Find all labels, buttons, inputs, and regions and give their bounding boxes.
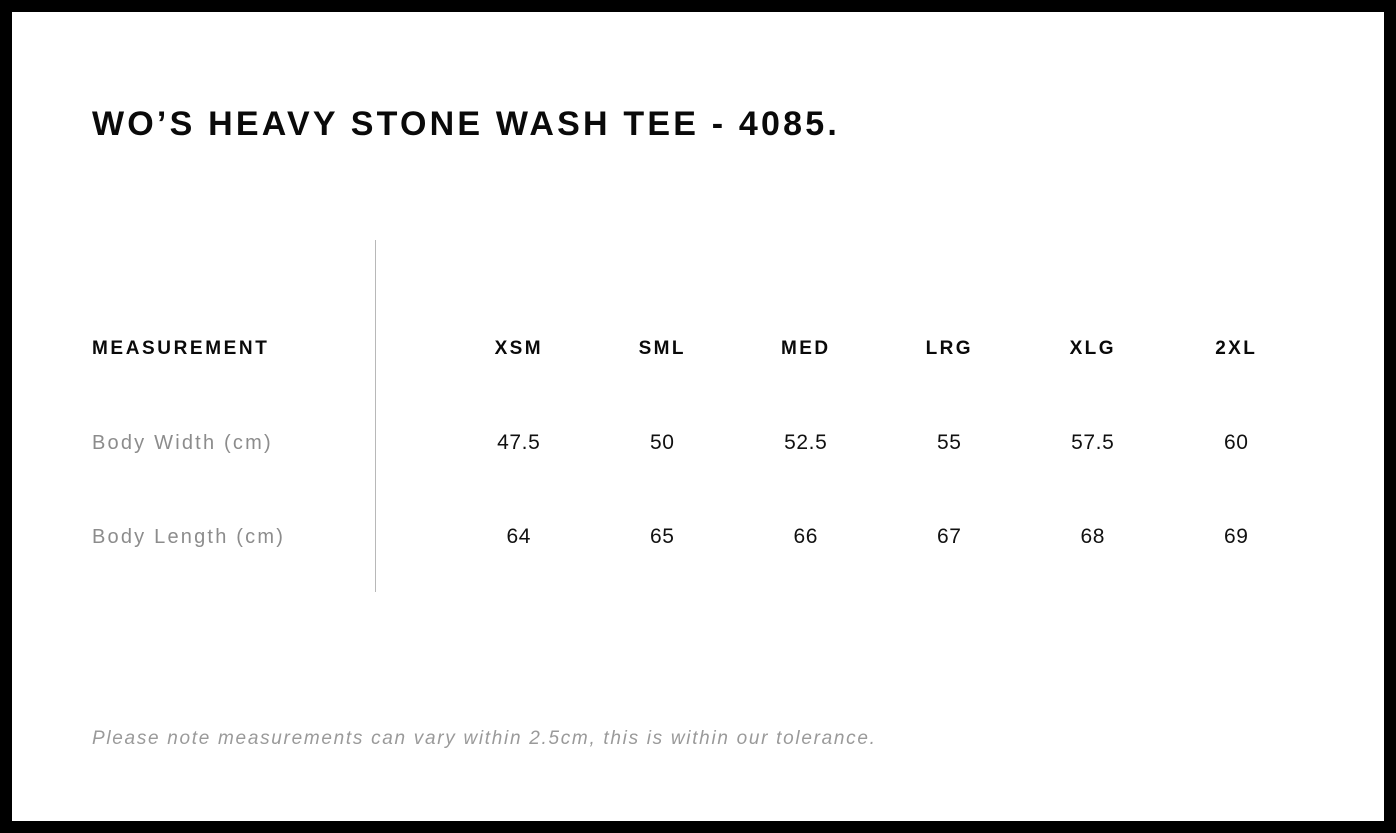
size-chart-sheet: WO’S HEAVY STONE WASH TEE - 4085. MEASUR…	[12, 12, 1384, 821]
cell-body-length-med: 66	[793, 525, 819, 548]
tolerance-note: Please note measurements can vary within…	[92, 728, 877, 749]
column-divider	[375, 240, 376, 592]
table-header-row: MEASUREMENT XSM SML MED LRG XLG 2XL	[92, 302, 1308, 396]
cell-body-length-xsm: 64	[506, 525, 532, 548]
cell-body-width-xsm: 47.5	[497, 431, 541, 454]
cell-body-width-2xl: 60	[1223, 431, 1249, 454]
column-header-2xl: 2XL	[1215, 338, 1258, 359]
cell-body-width-xlg: 57.5	[1071, 431, 1115, 454]
column-header-sml: SML	[638, 338, 686, 359]
cell-body-width-med: 52.5	[784, 431, 828, 454]
cell-body-width-lrg: 55	[936, 431, 962, 454]
column-header-measurement: MEASUREMENT	[92, 338, 270, 359]
size-chart-table: MEASUREMENT XSM SML MED LRG XLG 2XL Body…	[92, 302, 1308, 584]
column-header-xsm: XSM	[494, 338, 543, 359]
cell-body-width-sml: 50	[649, 431, 675, 454]
cell-body-length-xlg: 68	[1080, 525, 1106, 548]
table-row: Body Width (cm) 47.5 50 52.5 55 57.5 60	[92, 396, 1308, 490]
table-row: Body Length (cm) 64 65 66 67 68 69	[92, 490, 1308, 584]
column-header-med: MED	[781, 338, 831, 359]
row-label-body-length: Body Length (cm)	[92, 525, 286, 548]
page-title: WO’S HEAVY STONE WASH TEE - 4085.	[92, 105, 840, 143]
cell-body-length-sml: 65	[649, 525, 675, 548]
column-header-xlg: XLG	[1069, 338, 1116, 359]
row-label-body-width: Body Width (cm)	[92, 431, 273, 454]
cell-body-length-2xl: 69	[1223, 525, 1249, 548]
column-header-lrg: LRG	[925, 338, 973, 359]
cell-body-length-lrg: 67	[936, 525, 962, 548]
